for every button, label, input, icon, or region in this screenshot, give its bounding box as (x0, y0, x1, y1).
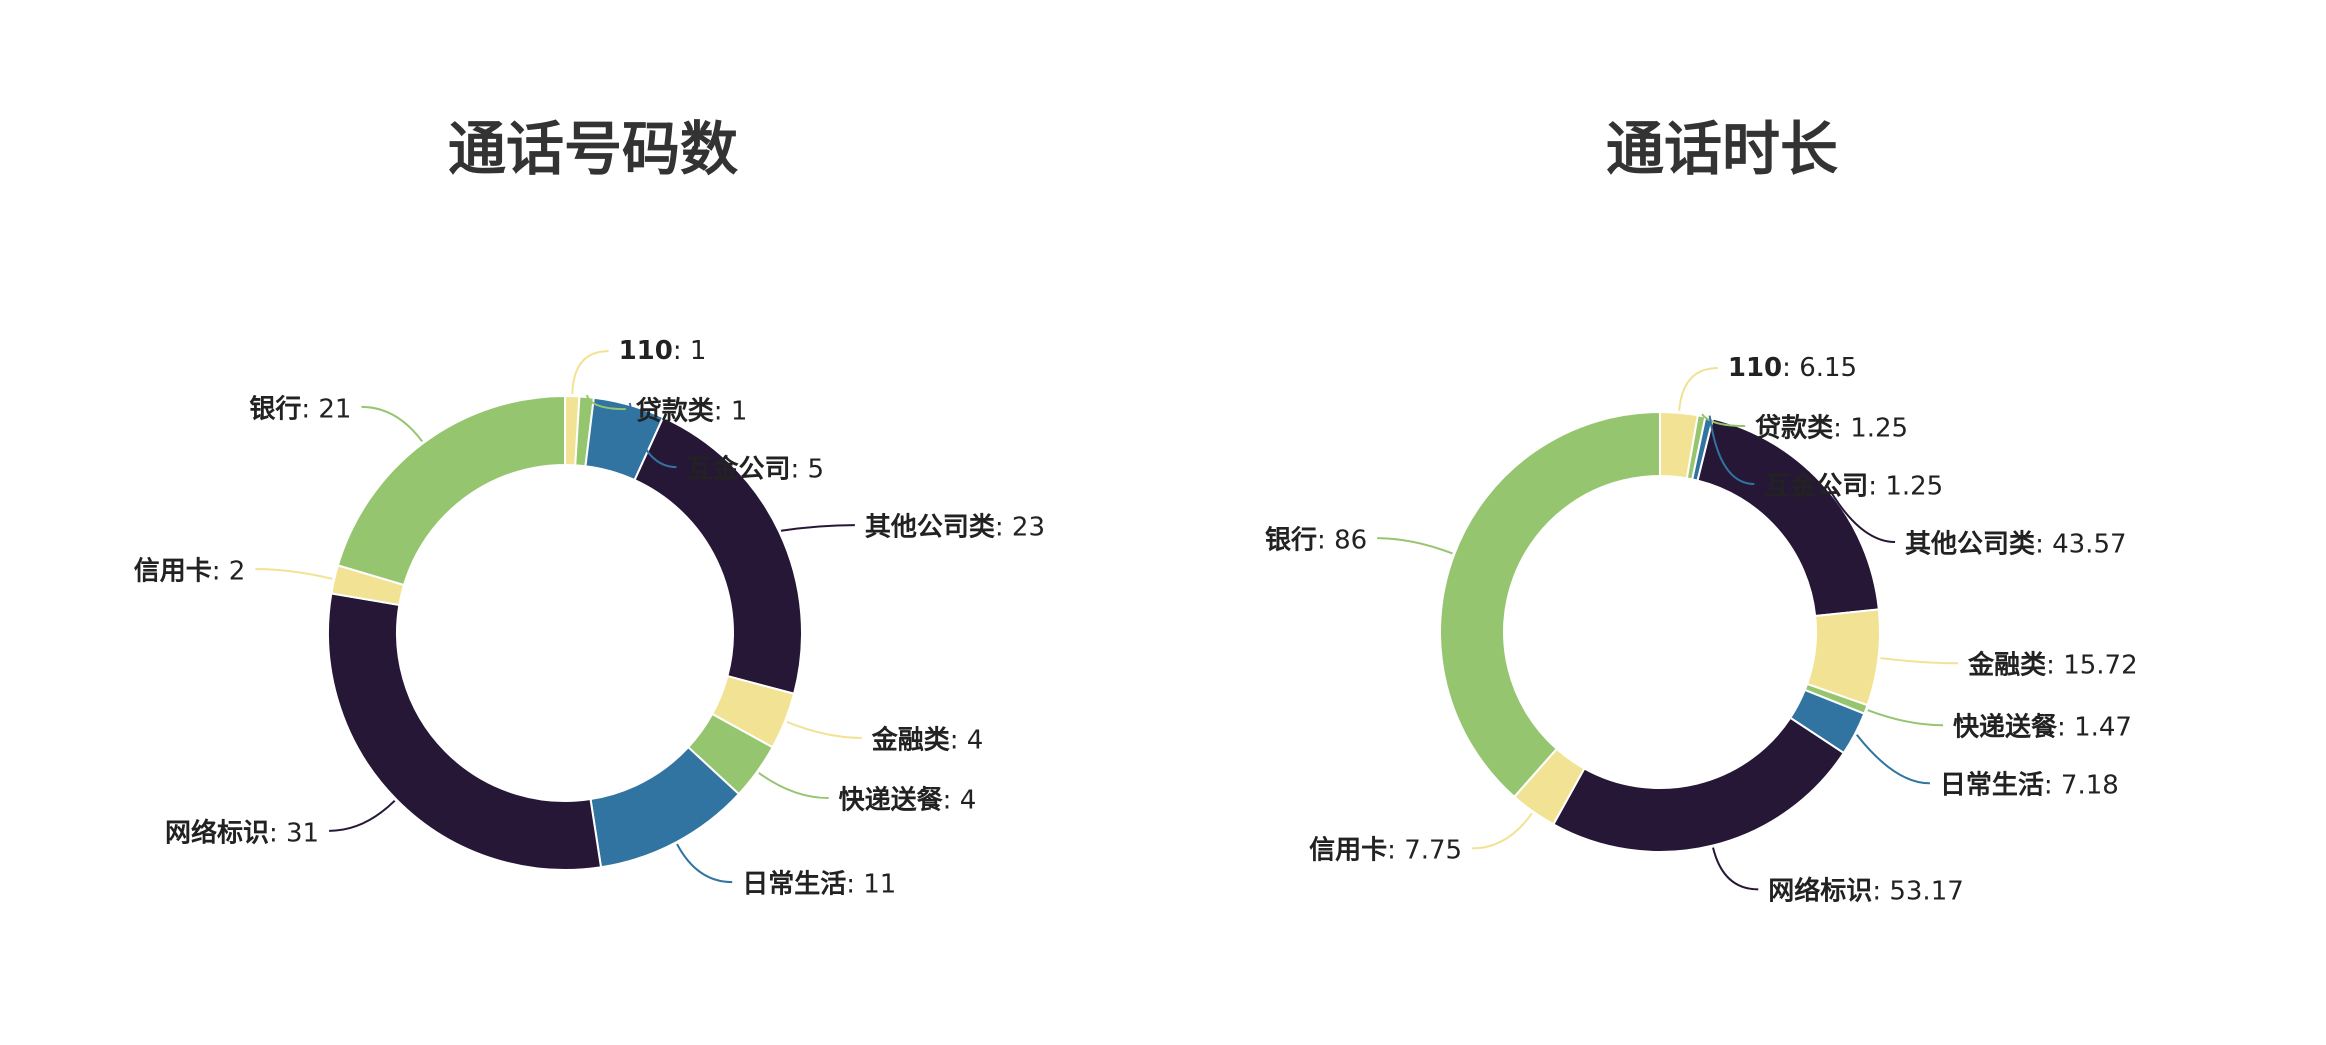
leader-line (1826, 485, 1896, 543)
donut-slice (1696, 417, 1880, 618)
leader-line (676, 843, 733, 884)
data-label: 贷款类1 (636, 391, 748, 428)
data-label: 互金公司5 (686, 449, 824, 486)
data-label: 日常生活11 (742, 864, 896, 901)
label-name: 银行 (1265, 525, 1318, 556)
chart-title: 通话时长 (1605, 115, 1839, 183)
label-value: 6.15 (1782, 353, 1857, 383)
data-label: 银行86 (1265, 520, 1367, 557)
leader-line (628, 402, 677, 469)
leader-line (758, 772, 829, 800)
data-label: 信用卡2 (134, 551, 246, 588)
leader-line (1712, 847, 1759, 891)
label-value: 21 (301, 394, 351, 424)
data-label: 金融类15.72 (1968, 645, 2137, 682)
label-name: 日常生活 (1939, 770, 2044, 801)
label-value: 5 (790, 455, 824, 485)
data-label: 快递送餐4 (839, 780, 977, 817)
leader-line (1708, 415, 1755, 485)
data-label: 日常生活7.18 (1940, 765, 2119, 802)
label-name: 信用卡 (1309, 835, 1388, 866)
leader-line (329, 799, 396, 832)
data-label: 互金公司1.25 (1764, 465, 1943, 502)
data-label: 金融类4 (872, 719, 984, 756)
data-label: 银行21 (249, 388, 351, 425)
label-name: 日常生活 (742, 869, 847, 900)
label-name: 其他公司类 (864, 512, 995, 543)
leader-line (1855, 734, 1930, 785)
data-label: 网络标识53.17 (1768, 871, 1963, 908)
donut-slice (336, 394, 566, 587)
label-name: 金融类 (871, 725, 950, 756)
data-label: 快递送餐1.47 (1953, 707, 2132, 744)
data-label: 其他公司类43.57 (1905, 523, 2126, 560)
donut-slice (327, 592, 603, 871)
label-value: 1.25 (1868, 471, 1943, 501)
label-name: 互金公司 (686, 454, 791, 485)
data-label: 贷款类1.25 (1755, 407, 1908, 444)
data-label: 信用卡7.75 (1309, 830, 1462, 867)
leader-line (1701, 413, 1746, 427)
donut-slice (1439, 410, 1661, 799)
label-name: 银行 (249, 394, 302, 425)
label-value: 15.72 (2046, 651, 2137, 681)
label-value: 31 (269, 818, 319, 848)
leader-line (1472, 812, 1533, 850)
data-label: 网络标识31 (165, 812, 319, 849)
label-value: 4 (950, 725, 984, 755)
chart-title: 通话号码数 (447, 115, 739, 183)
label-name: 快递送餐 (1953, 712, 2058, 743)
leader-line (255, 568, 333, 580)
label-name: 互金公司 (1764, 471, 1869, 502)
label-name: 贷款类 (635, 396, 714, 427)
label-value: 7.75 (1387, 836, 1462, 866)
leader-line (786, 721, 862, 739)
leader-line (361, 405, 423, 442)
label-value: 86 (1317, 526, 1367, 556)
label-name: 110 (1727, 352, 1783, 383)
donut-slice (1551, 716, 1846, 853)
label-name: 金融类 (1968, 650, 2047, 681)
label-value: 4 (943, 786, 977, 816)
label-value: 1.25 (1833, 413, 1908, 443)
label-value: 7.18 (2044, 771, 2119, 801)
label-name: 信用卡 (133, 556, 212, 587)
leader-line (571, 350, 609, 395)
label-value: 2 (212, 557, 246, 587)
label-name: 贷款类 (1755, 413, 1834, 444)
leader-line (585, 394, 626, 411)
label-name: 其他公司类 (1905, 529, 2036, 560)
data-label: 1106.15 (1728, 353, 1857, 383)
label-value: 11 (846, 870, 896, 900)
label-name: 110 (618, 336, 673, 367)
leader-line (1880, 657, 1959, 665)
label-value: 1 (714, 397, 748, 427)
leader-line (1678, 366, 1718, 411)
label-name: 网络标识 (1768, 876, 1873, 907)
label-value: 43.57 (2035, 529, 2126, 559)
label-value: 1 (673, 336, 707, 366)
label-value: 23 (995, 513, 1045, 543)
label-name: 网络标识 (164, 818, 269, 849)
data-label: 1101 (619, 336, 707, 366)
label-value: 1.47 (2057, 713, 2132, 743)
data-label: 其他公司类23 (865, 507, 1045, 544)
leader-line (780, 524, 855, 532)
label-name: 快递送餐 (838, 785, 943, 816)
label-value: 53.17 (1872, 877, 1963, 907)
leader-line (1867, 709, 1944, 727)
leader-line (1377, 537, 1453, 555)
